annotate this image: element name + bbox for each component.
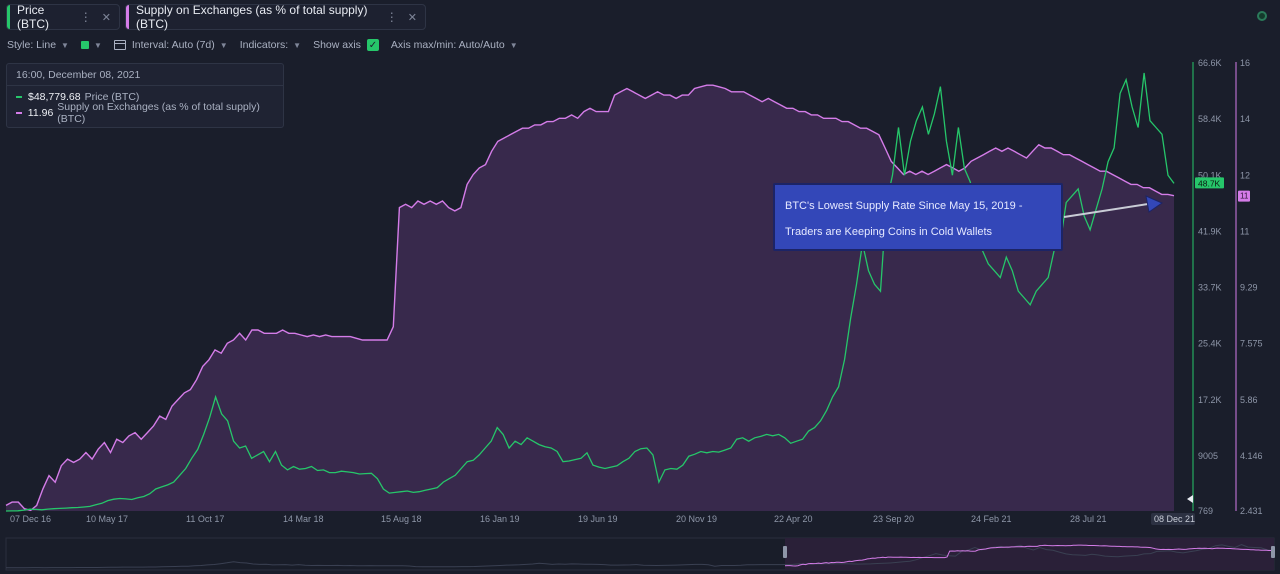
style-dropdown[interactable]: Style: Line ▼ bbox=[7, 39, 69, 51]
supply-axis-tick: 12 bbox=[1240, 170, 1250, 180]
show-axis-checkbox[interactable]: ✓ bbox=[366, 39, 379, 51]
annotation-arrow-head bbox=[1145, 195, 1164, 213]
color-picker[interactable]: ▼ bbox=[80, 40, 102, 50]
indicators-dropdown[interactable]: Indicators: ▼ bbox=[240, 39, 301, 51]
metric-color-bar bbox=[7, 5, 10, 29]
supply-axis-tick: 2.431 bbox=[1240, 506, 1263, 516]
x-axis-tick: 28 Jul 21 bbox=[1070, 514, 1107, 524]
metric-tab-supply[interactable]: Supply on Exchanges (as % of total suppl… bbox=[125, 3, 426, 31]
price-current-badge bbox=[1195, 177, 1224, 189]
interval-dropdown[interactable]: Interval: Auto (7d) ▼ bbox=[113, 39, 228, 51]
chart-toolbar: Style: Line ▼ ▼ Interval: Auto (7d) ▼ Indi… bbox=[7, 37, 530, 53]
navigator-price-line bbox=[6, 544, 1275, 569]
show-axis-label: Show axis bbox=[313, 39, 361, 51]
metric-tab-label: Supply on Exchanges (as % of total suppl… bbox=[136, 3, 368, 31]
legend-swatch bbox=[16, 96, 22, 98]
supply-axis-tick: 11 bbox=[1240, 226, 1249, 236]
axis-minmax-dropdown[interactable]: Axis max/min: Auto/Auto ▼ bbox=[391, 39, 518, 51]
price-axis-tick: 9005 bbox=[1198, 451, 1218, 461]
price-axis-tick: 33.7K bbox=[1198, 283, 1222, 293]
supply-current-label: 11 bbox=[1240, 192, 1249, 201]
tooltip-date: 16:00, December 08, 2021 bbox=[7, 64, 283, 86]
metric-tab-label: Price (BTC) bbox=[17, 3, 49, 31]
tooltip-row-price: $48,779.68 Price (BTC) bbox=[7, 90, 283, 104]
chevron-down-icon: ▼ bbox=[509, 40, 518, 50]
price-axis-tick: 50.1K bbox=[1198, 170, 1222, 180]
annotation-box[interactable]: BTC's Lowest Supply Rate Since May 15, 2… bbox=[773, 183, 1063, 251]
chevron-down-icon: ▼ bbox=[61, 40, 69, 50]
navigator-supply-line bbox=[784, 544, 1275, 567]
show-axis-toggle[interactable]: Show axis ✓ bbox=[313, 39, 379, 51]
style-label: Style: Line bbox=[7, 39, 57, 51]
x-axis-tick: 22 Apr 20 bbox=[774, 514, 813, 524]
navigator-selection[interactable] bbox=[785, 538, 1274, 570]
price-axis-tick: 66.6K bbox=[1198, 58, 1222, 68]
annotation-line-2: Traders are Keeping Coins in Cold Wallet… bbox=[785, 226, 993, 238]
metric-color-bar bbox=[126, 5, 129, 29]
x-axis-tick: 24 Feb 21 bbox=[971, 514, 1012, 524]
cursor-marker-icon bbox=[1187, 495, 1193, 503]
supply-current-badge bbox=[1238, 190, 1250, 202]
annotation-arrow-shaft bbox=[1063, 203, 1149, 218]
price-axis-tick: 17.2K bbox=[1198, 395, 1222, 405]
tooltip-label: Supply on Exchanges (as % of total suppl… bbox=[57, 101, 260, 125]
price-axis-tick: 41.9K bbox=[1198, 226, 1222, 236]
x-axis-tick: 20 Nov 19 bbox=[676, 514, 717, 524]
tooltip-label: Price (BTC) bbox=[84, 91, 140, 103]
chevron-down-icon: ▼ bbox=[219, 40, 228, 50]
axis-minmax-label: Axis max/min: Auto/Auto bbox=[390, 39, 505, 51]
x-axis-tick: 07 Dec 16 bbox=[10, 514, 51, 524]
x-axis-tick: 19 Jun 19 bbox=[578, 514, 618, 524]
supply-axis-tick: 7.575 bbox=[1240, 339, 1263, 349]
annotation-line-1: BTC's Lowest Supply Rate Since May 15, 2… bbox=[785, 200, 1023, 212]
supply-axis-tick: 5.86 bbox=[1240, 395, 1258, 405]
price-axis-tick: 25.4K bbox=[1198, 339, 1222, 349]
close-icon[interactable]: ✕ bbox=[101, 11, 111, 24]
live-status-icon bbox=[1257, 11, 1267, 21]
price-axis-tick: 58.4K bbox=[1198, 114, 1222, 124]
supply-axis-tick: 16 bbox=[1240, 58, 1250, 68]
price-axis-tick: 769 bbox=[1198, 506, 1213, 516]
tooltip-value: $48,779.68 bbox=[28, 91, 81, 103]
x-axis-tick: 11 Oct 17 bbox=[186, 514, 224, 524]
x-axis-tick: 15 Aug 18 bbox=[381, 514, 422, 524]
hover-tooltip: 16:00, December 08, 2021 $48,779.68 Pric… bbox=[6, 63, 284, 128]
x-axis-tick: 23 Sep 20 bbox=[873, 514, 914, 524]
tooltip-row-supply: 11.96 Supply on Exchanges (as % of total… bbox=[7, 101, 283, 125]
supply-axis-tick: 14 bbox=[1240, 114, 1250, 124]
chevron-down-icon: ▼ bbox=[93, 40, 102, 50]
x-axis-current-badge bbox=[1151, 513, 1195, 525]
x-axis-tick: 10 May 17 bbox=[86, 514, 128, 524]
color-swatch bbox=[80, 41, 89, 49]
metric-tab-price[interactable]: Price (BTC) ⋮ ✕ bbox=[6, 3, 120, 31]
indicators-label: Indicators: bbox=[239, 39, 289, 51]
legend-swatch bbox=[16, 112, 22, 114]
interval-label: Interval: Auto (7d) bbox=[131, 39, 215, 51]
chevron-down-icon: ▼ bbox=[293, 40, 302, 50]
more-options-icon[interactable]: ⋮ bbox=[79, 10, 92, 24]
calendar-icon bbox=[113, 40, 126, 50]
tooltip-value: 11.96 bbox=[27, 107, 54, 119]
more-options-icon[interactable]: ⋮ bbox=[385, 10, 398, 24]
x-axis-current-label: 08 Dec 21 bbox=[1154, 514, 1195, 524]
supply-axis-tick: 9.29 bbox=[1240, 283, 1258, 293]
navigator-handle-left[interactable] bbox=[783, 546, 787, 558]
price-current-label: 48.7K bbox=[1198, 178, 1221, 188]
close-icon[interactable]: ✕ bbox=[407, 11, 417, 24]
supply-axis-tick: 4.146 bbox=[1240, 451, 1263, 461]
x-axis-tick: 14 Mar 18 bbox=[283, 514, 324, 524]
x-axis-tick: 16 Jan 19 bbox=[480, 514, 520, 524]
navigator-handle-right[interactable] bbox=[1271, 546, 1275, 558]
supply-series-line bbox=[5, 84, 1175, 512]
